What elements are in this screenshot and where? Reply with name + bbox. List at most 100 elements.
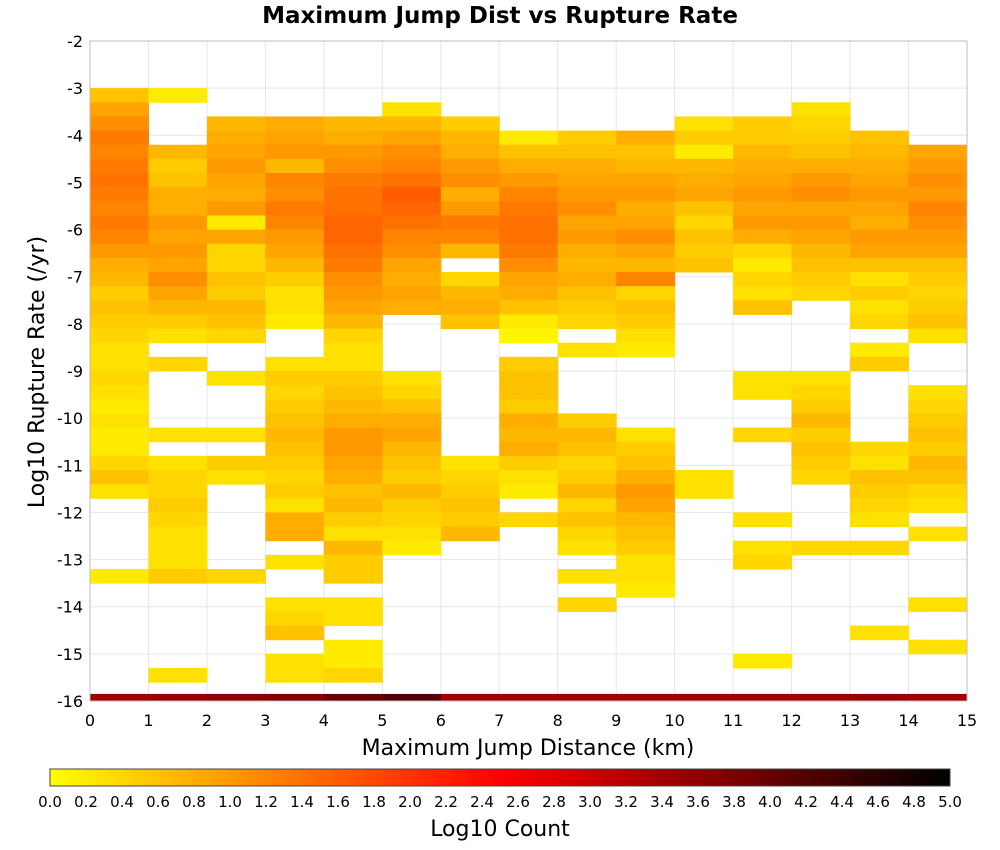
heatmap-cell — [440, 215, 500, 231]
heatmap-cell — [616, 158, 676, 174]
heatmap-cell-bottom — [616, 693, 676, 701]
heatmap-cell — [616, 455, 676, 471]
heatmap-cell — [908, 526, 968, 542]
heatmap-cell — [382, 540, 442, 556]
heatmap-cell — [382, 102, 442, 117]
heatmap-cell — [908, 144, 968, 160]
heatmap-cell — [382, 229, 442, 245]
heatmap-cell — [850, 356, 910, 372]
heatmap-cell — [90, 399, 149, 414]
heatmap-cell — [265, 130, 325, 146]
heatmap-cell — [206, 201, 266, 216]
heatmap-cell — [616, 342, 676, 358]
heatmap-cell-bottom — [850, 693, 910, 701]
heatmap-cell — [440, 512, 500, 528]
heatmap-cell — [791, 441, 851, 457]
heatmap-cell — [265, 512, 325, 528]
heatmap-cell — [265, 314, 325, 330]
heatmap-cell — [323, 455, 383, 471]
heatmap-cell — [90, 187, 149, 202]
heatmap-cell — [323, 243, 383, 259]
heatmap-cell — [265, 173, 325, 188]
heatmap-cells — [90, 88, 968, 701]
heatmap-cell — [382, 498, 442, 513]
heatmap-cell — [499, 158, 559, 174]
heatmap-cell — [791, 399, 851, 414]
colorbar-label: Log10 Count — [430, 817, 570, 842]
heatmap-cell — [733, 130, 793, 146]
heatmap-cell — [557, 498, 617, 513]
heatmap-cell — [382, 300, 442, 315]
heatmap-cell — [148, 300, 208, 315]
heatmap-cell — [499, 187, 559, 202]
heatmap-cell — [206, 569, 266, 584]
heatmap-cell — [850, 243, 910, 259]
colorbar-tick-label: 0.8 — [182, 793, 206, 811]
heatmap-cell — [908, 597, 968, 612]
heatmap-cell — [440, 144, 500, 160]
heatmap-cell — [440, 243, 500, 259]
heatmap-cell — [908, 455, 968, 471]
heatmap-cell — [557, 300, 617, 315]
heatmap-cell — [90, 243, 149, 259]
heatmap-cell — [616, 554, 676, 570]
y-tick-label: -4 — [67, 126, 83, 145]
colorbar — [49, 768, 951, 787]
heatmap-cell — [265, 272, 325, 287]
heatmap-cell — [616, 427, 676, 443]
heatmap-cell — [265, 286, 325, 301]
colorbar-tick-label: 4.6 — [866, 793, 890, 811]
colorbar-tick-label: 2.0 — [398, 793, 422, 811]
colorbar-tick-label: 4.2 — [794, 793, 818, 811]
heatmap-cell — [499, 356, 559, 372]
x-tick-label: 9 — [611, 711, 621, 730]
heatmap-cell — [616, 470, 676, 485]
heatmap-cell — [323, 116, 383, 132]
heatmap-cell — [265, 554, 325, 570]
y-tick-label: -6 — [67, 221, 83, 240]
colorbar-tick-label: 2.4 — [470, 793, 494, 811]
heatmap-cell — [206, 286, 266, 301]
heatmap-cell — [382, 512, 442, 528]
colorbar-tick-label: 0.4 — [110, 793, 134, 811]
heatmap-cell — [557, 470, 617, 485]
y-tick-label: -3 — [67, 79, 83, 98]
heatmap-cell — [323, 554, 383, 570]
heatmap-cell — [733, 554, 793, 570]
heatmap-cell — [323, 356, 383, 372]
heatmap-cell — [323, 314, 383, 330]
heatmap-cell — [557, 229, 617, 245]
y-tick-label: -5 — [67, 173, 83, 192]
heatmap-cell — [908, 173, 968, 188]
colorbar-tick-label: 1.4 — [290, 793, 314, 811]
heatmap-cell — [850, 441, 910, 457]
x-tick-label: 12 — [781, 711, 801, 730]
heatmap-cell — [908, 286, 968, 301]
x-tick-label: 15 — [957, 711, 977, 730]
colorbar-tick-label: 3.8 — [722, 793, 746, 811]
heatmap-cell — [674, 201, 734, 216]
y-tick-labels: -2 -3 -4 -5 -6 -7 -8 -9 -10 -11 -12 -13 -14 -15 -16 — [57, 32, 83, 711]
heatmap-cell — [265, 187, 325, 202]
heatmap-cell — [733, 229, 793, 245]
heatmap-cell — [733, 385, 793, 400]
heatmap-cell-bottom — [382, 693, 442, 701]
y-tick-label: -14 — [57, 598, 83, 617]
heatmap-cell — [791, 427, 851, 443]
heatmap-cell — [440, 116, 500, 132]
colorbar-tick-label: 4.8 — [902, 793, 926, 811]
heatmap-cell — [440, 286, 500, 301]
heatmap-cell — [90, 173, 149, 188]
heatmap-cell — [90, 144, 149, 160]
heatmap-cell — [148, 427, 208, 443]
heatmap-cell — [616, 569, 676, 584]
heatmap-cell — [850, 158, 910, 174]
heatmap-cell — [908, 229, 968, 245]
colorbar-tick-label: 1.6 — [326, 793, 350, 811]
heatmap-cell — [850, 625, 910, 641]
heatmap-cell — [323, 229, 383, 245]
colorbar-tick-label: 2.6 — [506, 793, 530, 811]
x-tick-label: 11 — [723, 711, 743, 730]
heatmap-cell — [791, 286, 851, 301]
